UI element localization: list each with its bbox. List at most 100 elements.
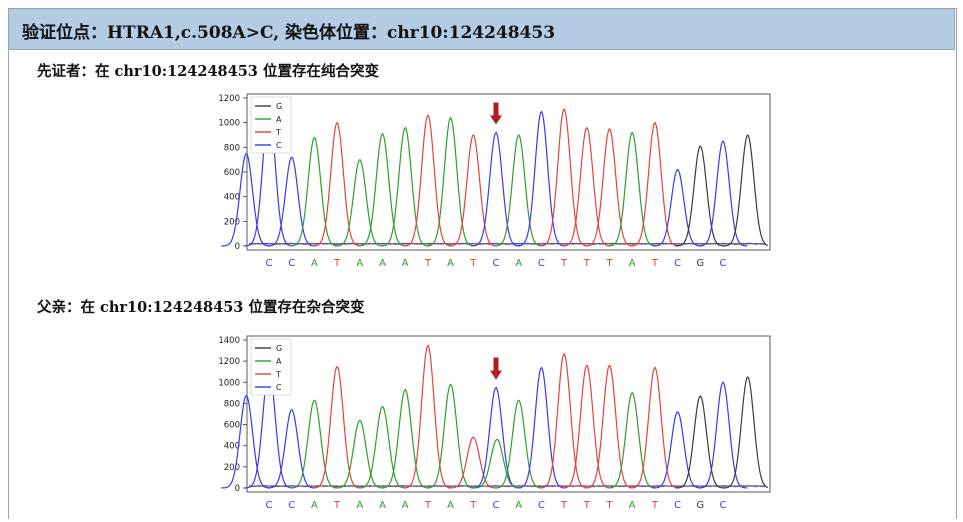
base-call-A: A bbox=[311, 500, 318, 511]
peak-C bbox=[471, 386, 521, 489]
legend-label-G: G bbox=[276, 344, 282, 353]
base-call-T: T bbox=[333, 500, 341, 511]
base-call-T: T bbox=[605, 258, 613, 269]
base-call-A: A bbox=[402, 500, 409, 511]
peak-A bbox=[425, 116, 475, 247]
y-tick-label: 200 bbox=[224, 217, 240, 227]
peak-G bbox=[675, 145, 725, 247]
peak-C bbox=[652, 411, 702, 489]
peak-T bbox=[448, 436, 498, 489]
base-call-C: C bbox=[674, 258, 681, 269]
peak-A bbox=[380, 126, 430, 247]
peak-A bbox=[289, 136, 339, 247]
base-call-T: T bbox=[583, 500, 591, 511]
base-call-C: C bbox=[538, 500, 545, 511]
peak-T bbox=[312, 121, 362, 247]
base-call-A: A bbox=[629, 258, 636, 269]
base-call-A: A bbox=[379, 500, 386, 511]
base-call-A: A bbox=[447, 258, 454, 269]
y-tick-label: 1400 bbox=[218, 336, 240, 346]
base-call-A: A bbox=[515, 258, 522, 269]
peak-C bbox=[516, 110, 566, 247]
base-call-A: A bbox=[402, 258, 409, 269]
trailing-peak bbox=[722, 376, 769, 489]
y-tick-label: 600 bbox=[224, 421, 240, 431]
y-tick-label: 0 bbox=[235, 242, 240, 252]
base-call-C: C bbox=[266, 500, 273, 511]
baseline-trace-C bbox=[248, 485, 766, 488]
baseline-trace-C bbox=[248, 242, 766, 246]
base-call-T: T bbox=[333, 258, 341, 269]
base-call-T: T bbox=[469, 500, 477, 511]
peak-A bbox=[357, 132, 407, 247]
y-tick-label: 400 bbox=[224, 193, 240, 203]
peak-A bbox=[607, 392, 657, 489]
base-call-G: G bbox=[696, 258, 704, 269]
peak-A bbox=[493, 134, 543, 247]
legend-label-G: G bbox=[276, 102, 282, 111]
header-title: 验证位点：HTRA1,c.508A>C, 染色体位置：chr10:1242484… bbox=[22, 23, 556, 43]
proband-section-title: 先证者：在 chr10:124248453 位置存在纯合突变 bbox=[37, 63, 379, 80]
peak-T bbox=[630, 121, 680, 247]
peak-A bbox=[493, 399, 543, 489]
peak-C bbox=[266, 156, 316, 247]
base-call-C: C bbox=[538, 258, 545, 269]
base-call-T: T bbox=[651, 500, 659, 511]
peak-A bbox=[335, 419, 385, 489]
mutation-arrow-head bbox=[490, 370, 502, 380]
legend-label-C: C bbox=[276, 141, 282, 150]
legend-label-A: A bbox=[276, 115, 282, 124]
peak-T bbox=[403, 114, 453, 247]
peak-A bbox=[607, 131, 657, 247]
base-call-T: T bbox=[605, 500, 613, 511]
peak-T bbox=[448, 134, 498, 247]
legend-label-A: A bbox=[276, 357, 282, 366]
peak-C bbox=[516, 366, 566, 489]
peak-A bbox=[425, 383, 475, 489]
peak-T bbox=[312, 365, 362, 489]
base-call-T: T bbox=[469, 258, 477, 269]
peak-A bbox=[357, 405, 407, 489]
base-call-T: T bbox=[560, 258, 568, 269]
base-call-C: C bbox=[266, 258, 273, 269]
plot-frame bbox=[246, 93, 771, 251]
y-tick-label: 800 bbox=[224, 399, 240, 409]
base-call-C: C bbox=[493, 500, 500, 511]
y-tick-label: 0 bbox=[235, 484, 240, 494]
peak-T bbox=[561, 126, 611, 247]
base-call-A: A bbox=[629, 500, 636, 511]
mutation-arrow-shaft bbox=[493, 102, 499, 117]
base-call-C: C bbox=[720, 500, 727, 511]
legend-label-T: T bbox=[275, 128, 281, 137]
peak-G bbox=[675, 395, 725, 489]
y-tick-label: 1000 bbox=[218, 119, 240, 129]
base-call-A: A bbox=[515, 500, 522, 511]
peak-A bbox=[380, 388, 430, 489]
peak-A bbox=[334, 158, 385, 247]
peak-T bbox=[403, 344, 453, 489]
peak-T bbox=[630, 366, 680, 489]
peak-A bbox=[289, 399, 339, 489]
peak-T bbox=[561, 364, 611, 489]
peak-C bbox=[698, 381, 748, 489]
peak-C bbox=[471, 131, 521, 247]
y-tick-label: 800 bbox=[224, 143, 240, 153]
base-call-A: A bbox=[356, 258, 363, 269]
mutation-arrow-head bbox=[490, 115, 502, 125]
peak-T bbox=[539, 108, 589, 247]
partial-peak bbox=[221, 152, 271, 247]
base-call-C: C bbox=[493, 258, 500, 269]
peak-C bbox=[698, 140, 748, 247]
peak-T bbox=[539, 352, 589, 489]
father-section-title: 父亲：在 chr10:124248453 位置存在杂合突变 bbox=[37, 299, 365, 316]
peak-C bbox=[266, 409, 316, 489]
legend-label-T: T bbox=[275, 370, 281, 379]
base-call-C: C bbox=[288, 258, 295, 269]
base-call-T: T bbox=[424, 258, 432, 269]
partial-peak bbox=[221, 394, 271, 489]
base-call-C: C bbox=[288, 500, 295, 511]
legend-label-C: C bbox=[276, 383, 282, 392]
y-tick-label: 1000 bbox=[218, 378, 240, 388]
